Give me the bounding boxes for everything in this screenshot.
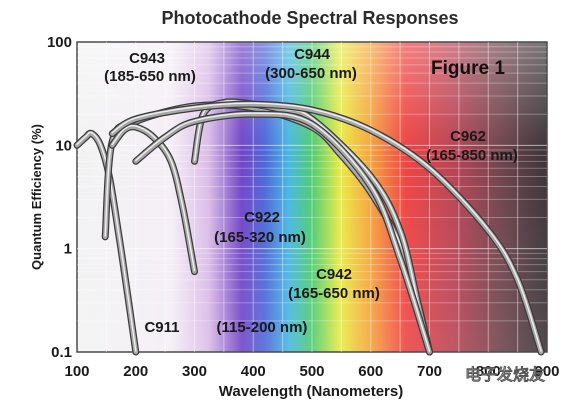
x-tick-label: 600 <box>358 363 383 380</box>
curve-c942-highlight <box>135 112 431 352</box>
label-c943-name: C943 <box>129 50 165 67</box>
plot-sheen <box>77 42 547 352</box>
x-tick-label: 700 <box>417 363 442 380</box>
label-c962-name: C962 <box>450 128 486 145</box>
figure-label: Figure 1 <box>431 58 505 79</box>
x-tick-label: 800 <box>476 363 501 380</box>
y-tick-labels: 0.1 1 10 100 <box>47 34 72 361</box>
x-tick-label: 300 <box>182 363 207 380</box>
x-tick-label: 500 <box>299 363 324 380</box>
curve-c911-highlight <box>76 131 137 352</box>
label-c922-range: (165-320 nm) <box>214 229 306 246</box>
label-c942-range: (165-650 nm) <box>288 285 380 302</box>
x-axis-label: Wavelength (Nanometers) <box>219 383 403 400</box>
y-tick-label: 1 <box>64 241 72 258</box>
curve-c942 <box>132 110 433 356</box>
y-tick-label: 100 <box>47 34 72 51</box>
y-tick-label: 0.1 <box>51 344 72 361</box>
curve-c962-highlight <box>111 102 542 352</box>
label-c943-range: (185-650 nm) <box>104 68 196 85</box>
x-tick-label: 400 <box>241 363 266 380</box>
y-tick-label: 10 <box>55 137 72 154</box>
curve-c962 <box>108 100 545 356</box>
curve-c922 <box>108 123 198 276</box>
label-c922-name: C922 <box>244 209 280 226</box>
x-tick-label: 900 <box>534 363 559 380</box>
curve-c911 <box>73 129 140 356</box>
chart-title: Photocathode Spectral Responses <box>161 8 458 28</box>
grid-lines <box>77 42 547 352</box>
x-tick-label: 100 <box>64 363 89 380</box>
label-c944-range: (300-650 nm) <box>265 65 357 82</box>
label-c962-range: (165-850 nm) <box>426 147 518 164</box>
curve-c922-highlight <box>111 124 196 272</box>
label-c942-name: C942 <box>316 266 352 283</box>
curves <box>73 98 545 356</box>
y-axis-label: Quantum Efficiency (%) <box>29 124 44 270</box>
label-c911-name: C911 <box>144 319 179 336</box>
label-c911-range: (115-200 nm) <box>217 319 308 336</box>
plot-area <box>76 41 548 353</box>
plot-frame <box>76 41 548 353</box>
x-tick-label: 200 <box>123 363 148 380</box>
x-tick-labels: 100 200 300 400 500 600 700 800 900 <box>64 363 559 380</box>
watermark: 电子发烧友 <box>465 365 546 384</box>
curve-labels: C943 (185-650 nm) C944 (300-650 nm) C962… <box>104 46 518 336</box>
label-c944-name: C944 <box>294 46 331 63</box>
